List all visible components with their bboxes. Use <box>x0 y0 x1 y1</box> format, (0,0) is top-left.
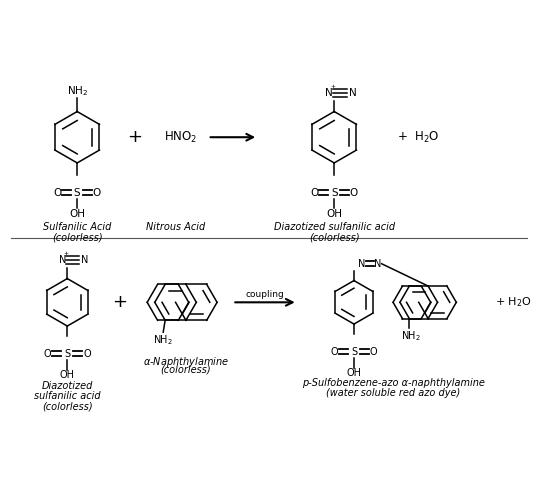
Text: Sulfanilic Acid: Sulfanilic Acid <box>43 222 111 232</box>
Text: O: O <box>370 347 378 357</box>
Text: Nitrous Acid: Nitrous Acid <box>146 222 206 232</box>
Text: + H$_2$O: + H$_2$O <box>495 295 532 309</box>
Text: Diazotized: Diazotized <box>41 382 93 391</box>
Text: N: N <box>325 88 333 98</box>
Text: OH: OH <box>60 370 75 381</box>
Text: $^+$: $^+$ <box>329 83 337 92</box>
Text: OH: OH <box>326 209 342 219</box>
Text: $^+$: $^+$ <box>62 250 70 260</box>
Text: (colorless): (colorless) <box>42 401 93 411</box>
Text: (colorless): (colorless) <box>52 232 103 242</box>
Text: S: S <box>331 188 337 198</box>
Text: (colorless): (colorless) <box>309 232 359 242</box>
Text: S: S <box>351 347 357 357</box>
Text: +: + <box>127 128 142 146</box>
Text: S: S <box>64 349 70 359</box>
Text: HNO$_2$: HNO$_2$ <box>164 130 197 145</box>
Text: +  H$_2$O: + H$_2$O <box>397 130 440 145</box>
Text: (colorless): (colorless) <box>161 365 211 375</box>
Text: O: O <box>83 349 91 359</box>
Text: N: N <box>374 259 381 269</box>
Text: OH: OH <box>346 368 362 379</box>
Text: p-Sulfobenzene-azo α-naphthylamine: p-Sulfobenzene-azo α-naphthylamine <box>302 379 485 388</box>
Text: O: O <box>350 188 358 198</box>
Text: O: O <box>330 347 338 357</box>
Text: +: + <box>112 294 127 312</box>
Text: NH$_2$: NH$_2$ <box>67 84 88 98</box>
Text: O: O <box>93 188 101 198</box>
Text: N: N <box>358 259 366 269</box>
Text: NH$_2$: NH$_2$ <box>153 333 173 347</box>
Text: S: S <box>74 188 81 198</box>
Text: sulfanilic acid: sulfanilic acid <box>34 391 101 401</box>
Text: N: N <box>349 88 357 98</box>
Text: O: O <box>44 349 51 359</box>
Text: O: O <box>53 188 61 198</box>
Text: OH: OH <box>69 209 85 219</box>
Text: NH$_2$: NH$_2$ <box>401 330 421 343</box>
Text: N: N <box>81 255 89 265</box>
Text: (water soluble red azo dye): (water soluble red azo dye) <box>327 388 461 399</box>
Text: N: N <box>59 255 66 265</box>
Text: Diazotized sulfanilic acid: Diazotized sulfanilic acid <box>274 222 395 232</box>
Text: coupling: coupling <box>246 290 285 299</box>
Text: $\alpha$-Naphthylamine: $\alpha$-Naphthylamine <box>143 355 229 369</box>
Text: O: O <box>310 188 318 198</box>
